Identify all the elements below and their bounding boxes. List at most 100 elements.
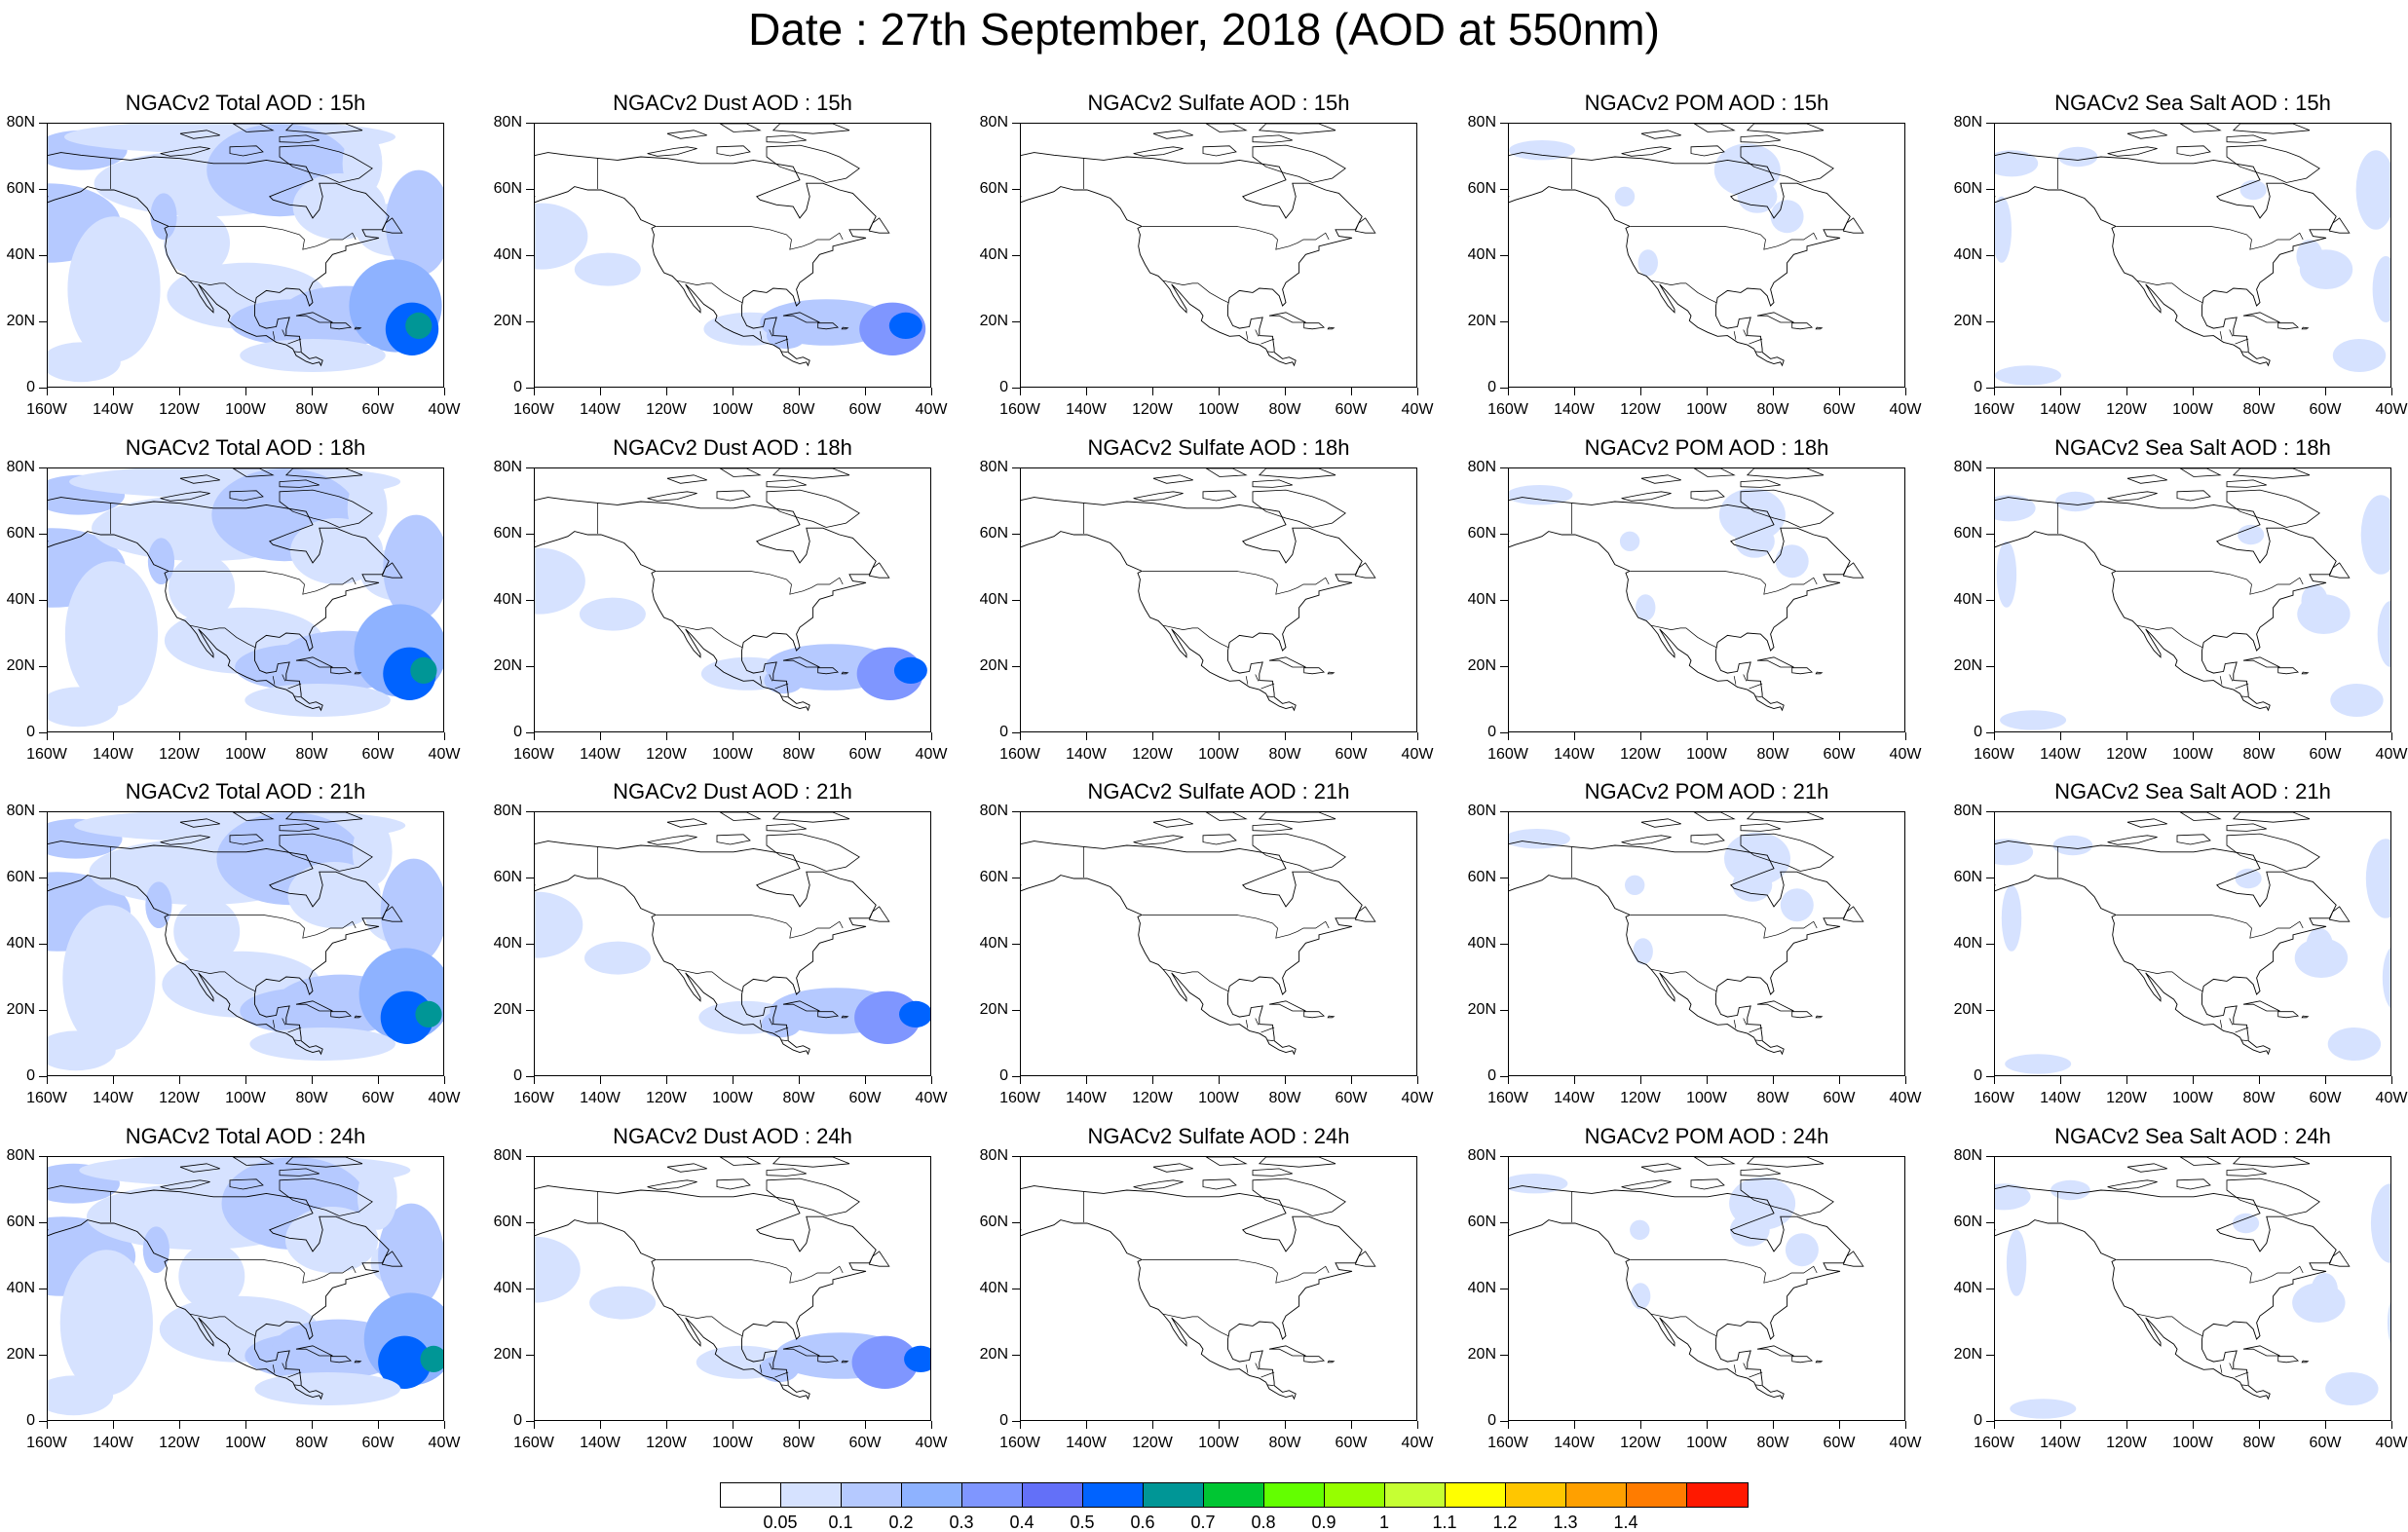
island-outline: [766, 833, 860, 872]
island-outline: [2107, 1179, 2158, 1190]
political-boundary: [2240, 1384, 2248, 1386]
lat-tick-label: 80N: [1467, 803, 1496, 819]
lon-tick: [377, 1421, 379, 1429]
political-boundary: [1754, 1384, 1762, 1386]
lon-tick: [1151, 388, 1153, 395]
lon-tick-label: 100W: [2172, 1435, 2213, 1451]
lat-tick: [1012, 1075, 1020, 1077]
lat-tick-label: 0: [513, 1067, 522, 1084]
island-outline: [2328, 906, 2351, 922]
island-outline: [1740, 134, 1781, 143]
lat-tick-label: 20N: [1953, 313, 1982, 329]
aod-patch: [2010, 1399, 2077, 1419]
political-boundary: [293, 695, 301, 697]
lon-tick: [1507, 732, 1509, 740]
lon-tick: [798, 1421, 800, 1429]
lat-tick-label: 0: [999, 1412, 1008, 1429]
colorbar-swatch: [1506, 1483, 1566, 1507]
map-plot: [1020, 1156, 1417, 1421]
political-boundary: [2137, 624, 2203, 649]
lon-tick-label: 80W: [1756, 1435, 1789, 1451]
lat-tick: [526, 599, 534, 601]
island-outline: [1640, 474, 1681, 484]
political-boundary: [272, 1364, 276, 1373]
political-boundary: [1245, 331, 1249, 340]
aod-patch: [1619, 531, 1640, 551]
map-plot: [1020, 467, 1417, 732]
aod-patch: [420, 1345, 443, 1372]
aod-patch: [2306, 928, 2333, 961]
aod-patch: [2232, 1213, 2260, 1234]
lon-tick: [1838, 732, 1840, 740]
lon-tick-label: 140W: [2040, 401, 2081, 418]
lon-tick: [1416, 388, 1418, 395]
lon-tick-label: 120W: [2106, 746, 2147, 763]
island-outline: [841, 671, 849, 675]
island-outline: [2328, 562, 2351, 579]
colorbar-swatch: [1325, 1483, 1385, 1507]
island-outline: [1842, 906, 1864, 922]
aod-patch: [1614, 186, 1636, 206]
lat-tick: [1012, 1420, 1020, 1422]
lat-tick: [1500, 1155, 1508, 1157]
panel-title: NGACv2 Dust AOD : 15h: [613, 91, 852, 115]
island-outline: [2226, 144, 2320, 183]
political-boundary: [1266, 695, 1274, 697]
lat-tick-label: 40N: [979, 246, 1008, 263]
island-outline: [1152, 818, 1193, 828]
lon-tick: [1507, 1421, 1509, 1429]
island-outline: [841, 326, 849, 330]
coastline: [48, 152, 390, 367]
lon-tick-label: 60W: [2309, 401, 2342, 418]
aod-patch: [851, 1335, 919, 1389]
lat-tick-label: 80N: [6, 459, 35, 475]
lon-tick: [1218, 1076, 1220, 1084]
panel-title: NGACv2 Sea Salt AOD : 24h: [2054, 1124, 2331, 1148]
island-outline: [2107, 491, 2158, 502]
political-boundary: [1651, 280, 1717, 304]
island-outline: [2277, 1356, 2300, 1364]
panel-title: NGACv2 POM AOD : 18h: [1584, 435, 1829, 460]
lon-tick: [178, 732, 180, 740]
lat-tick-label: 20N: [6, 1001, 35, 1018]
lon-tick-label: 100W: [2172, 746, 2213, 763]
lat-tick-label: 0: [1974, 724, 1982, 740]
coastline: [535, 152, 877, 367]
coastline: [1509, 497, 1851, 712]
aod-patch: [574, 252, 641, 286]
island-outline: [229, 1178, 264, 1190]
aod-patch: [764, 667, 805, 694]
island-outline: [1303, 667, 1326, 675]
political-boundary: [282, 1018, 286, 1026]
lat-tick: [526, 1009, 534, 1011]
lon-tick-label: 160W: [1974, 746, 2014, 763]
lat-tick-label: 60N: [979, 869, 1008, 885]
political-boundary: [2116, 1259, 2304, 1284]
political-boundary: [1142, 571, 1330, 595]
lat-tick-label: 0: [1487, 724, 1496, 740]
aod-patch: [888, 312, 922, 339]
lon-tick-label: 60W: [1823, 746, 1856, 763]
lat-tick: [1500, 254, 1508, 256]
lat-tick: [526, 1288, 534, 1289]
island-outline: [1133, 1179, 1184, 1190]
lon-tick-label: 80W: [295, 1090, 328, 1106]
lon-tick-label: 60W: [1335, 1090, 1368, 1106]
island-outline: [232, 812, 275, 821]
lat-tick: [1500, 1221, 1508, 1223]
political-boundary: [1651, 1313, 1717, 1337]
lat-tick: [39, 599, 47, 601]
lat-tick: [1986, 122, 1994, 124]
lon-tick: [1838, 388, 1840, 395]
aod-patch: [2387, 1301, 2390, 1344]
island-outline: [179, 130, 220, 139]
island-outline: [160, 1179, 210, 1190]
lat-tick-label: 0: [999, 724, 1008, 740]
coastline: [1995, 1185, 2337, 1401]
lon-tick: [377, 732, 379, 740]
island-outline: [2301, 671, 2310, 675]
lon-tick: [311, 1421, 313, 1429]
lat-tick: [1012, 877, 1020, 878]
lon-tick-label: 40W: [428, 1090, 461, 1106]
island-outline: [719, 468, 762, 477]
